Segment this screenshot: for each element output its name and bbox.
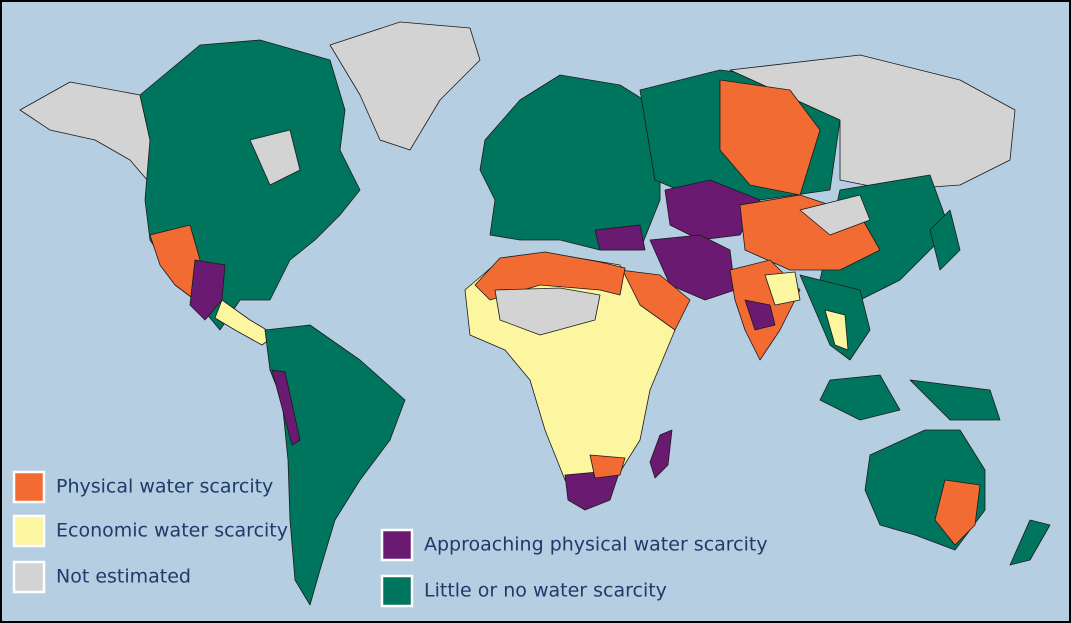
region	[744, 299, 776, 331]
legend-label: Physical water scarcity	[56, 476, 273, 498]
region	[664, 179, 761, 241]
legend-swatch	[12, 514, 46, 548]
region	[271, 369, 301, 446]
legend-swatch	[12, 560, 46, 594]
region	[824, 309, 849, 351]
region	[764, 271, 801, 306]
land	[19, 21, 1051, 606]
region	[189, 259, 226, 321]
region	[819, 374, 901, 421]
region	[214, 299, 276, 346]
region	[494, 287, 601, 336]
region	[594, 224, 646, 251]
region	[249, 129, 301, 186]
legend-label: Approaching physical water scarcity	[424, 534, 768, 556]
region	[649, 429, 673, 479]
legend: Physical water scarcity Economic water sc…	[12, 470, 768, 608]
region	[329, 21, 481, 151]
legend-swatch	[380, 528, 414, 562]
legend-swatch	[12, 470, 46, 504]
legend-label: Little or no water scarcity	[424, 580, 667, 602]
region	[909, 379, 1001, 421]
region	[934, 479, 981, 546]
region	[264, 324, 406, 606]
region	[589, 454, 626, 479]
legend-label: Economic water scarcity	[56, 520, 288, 542]
region	[729, 54, 1016, 191]
legend-label: Not estimated	[56, 566, 191, 588]
region	[799, 194, 871, 236]
region	[1009, 519, 1051, 566]
region	[929, 209, 961, 271]
legend-swatch	[380, 574, 414, 608]
